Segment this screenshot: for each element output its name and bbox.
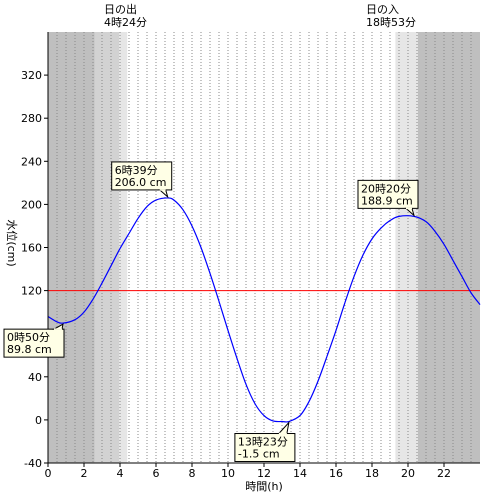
band-night-0: [48, 32, 95, 463]
x-tick-label: 22: [437, 467, 451, 480]
x-tick-label: 4: [117, 467, 124, 480]
series-group: [47, 197, 481, 423]
callout-time: 13時23分: [238, 436, 288, 449]
callout-value: 89.8 cm: [7, 343, 52, 356]
callout-box: [3, 328, 65, 358]
callout-value: -1.5 cm: [238, 448, 280, 461]
x-tick-label: 8: [189, 467, 196, 480]
callout-time: 0時50分: [7, 331, 50, 344]
sunrise-time: 4時24分: [104, 16, 147, 29]
y-tick-label: 40: [28, 371, 42, 384]
x-tick-label: 10: [221, 467, 235, 480]
callout-pointer: [158, 189, 169, 199]
x-ticks: 0 2 4 6 8 10 12 14 16 18 20 22: [45, 463, 451, 480]
sunset-time: 18時53分: [366, 16, 416, 29]
y-tick-label: 320: [21, 69, 42, 82]
y-tick-label: 280: [21, 112, 42, 125]
band-twilight-2: [119, 32, 128, 463]
x-tick-label: 20: [401, 467, 415, 480]
callout-time: 20時20分: [361, 182, 411, 195]
callout-value: 206.0 cm: [115, 176, 167, 189]
x-tick-label: 6: [153, 467, 160, 480]
callout-low: 13時23分-1.5 cm: [234, 420, 296, 463]
callout-box: [234, 433, 296, 463]
x-tick-label: 18: [365, 467, 379, 480]
x-tick-label: 0: [45, 467, 52, 480]
callout-value: 188.9 cm: [361, 194, 413, 207]
callout-box: [111, 161, 173, 191]
twilight-bands: [48, 32, 480, 463]
band-dusk-1: [94, 32, 120, 463]
band-night-4: [417, 32, 480, 463]
sunset-label: 日の入: [366, 3, 399, 16]
callout-time: 6時39分: [115, 164, 158, 177]
x-axis-title: 時間(h): [245, 480, 283, 493]
callout-pointer: [277, 420, 290, 435]
x-tick-label: 12: [257, 467, 271, 480]
y-ticks: -4004080120160200240280320: [21, 69, 48, 470]
y-tick-label: 240: [21, 155, 42, 168]
callout-box: [357, 179, 419, 209]
y-tick-label: 160: [21, 242, 42, 255]
y-axis-title: 水位(cm): [5, 219, 19, 266]
y-tick-label: 0: [35, 414, 42, 427]
y-tick-label: 120: [21, 285, 42, 298]
x-tick-label: 2: [81, 467, 88, 480]
tide-line-0: [47, 197, 481, 423]
y-tick-label: 200: [21, 198, 42, 211]
x-tick-label: 16: [329, 467, 343, 480]
sunrise-label: 日の出: [104, 2, 137, 16]
band-twilight-3: [395, 32, 418, 463]
x-tick-label: 14: [293, 467, 307, 480]
y-tick-label: -40: [24, 457, 42, 470]
